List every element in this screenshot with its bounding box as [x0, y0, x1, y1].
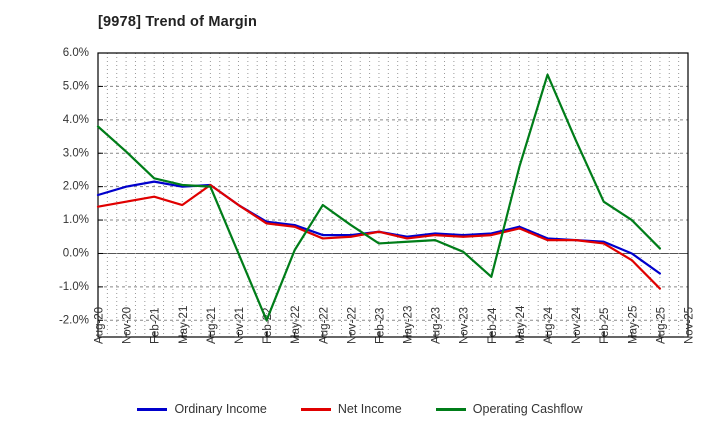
y-tick-label: 3.0% — [63, 147, 89, 159]
x-tick-label: Nov-21 — [234, 307, 246, 344]
series-line-ordinary-income — [96, 180, 662, 275]
x-tick-label: Feb-21 — [150, 308, 162, 344]
x-tick-label: Nov-25 — [684, 307, 696, 344]
x-tick-label: Nov-23 — [459, 307, 471, 344]
series-line-operating-cashflow — [96, 73, 662, 322]
y-tick-label: 6.0% — [63, 47, 89, 59]
series-line-net-income — [96, 183, 662, 290]
x-tick-label: Aug-24 — [543, 306, 555, 344]
x-tick-label: Nov-22 — [346, 307, 358, 344]
y-tick-label: -2.0% — [59, 314, 89, 326]
x-tick-label: May-21 — [178, 306, 190, 344]
x-tick-label: Aug-23 — [431, 307, 443, 344]
y-tick-label: 4.0% — [63, 114, 89, 126]
y-tick-label: 2.0% — [63, 181, 89, 193]
legend-item-label: Net Income — [337, 402, 402, 416]
legend-item-label: Ordinary Income — [174, 402, 267, 416]
y-tick-label: 0.0% — [63, 248, 89, 260]
x-tick-label: Nov-20 — [122, 307, 134, 344]
x-tick-label: May-23 — [403, 306, 415, 344]
legend-item[interactable]: Ordinary Income — [137, 402, 267, 416]
x-tick-label: Nov-24 — [571, 306, 583, 344]
y-tick-label: -1.0% — [59, 281, 89, 293]
grid-lines — [97, 52, 689, 337]
legend-swatch-icon — [137, 407, 168, 411]
x-axis: Aug-20 Nov-20 Feb-21 May-21 Aug-21 Nov-21 Feb-… — [94, 305, 696, 344]
y-tick-label: 1.0% — [63, 214, 89, 226]
legend-swatch-icon — [300, 407, 331, 411]
y-axis: 6.0% 5.0% 4.0% 3.0% 2.0% 1.0% 0.0% -1.0% -2.0% — [59, 47, 103, 326]
x-tick-label: Feb-23 — [374, 308, 386, 344]
x-tick-label: Aug-20 — [94, 307, 106, 344]
page-title: [9978] Trend of Margin — [98, 14, 258, 30]
legend-item-label: Operating Cashflow — [472, 402, 583, 416]
x-tick-label: Aug-22 — [318, 307, 330, 344]
x-tick-label: May-24 — [515, 305, 527, 344]
x-tick-label: May-25 — [627, 306, 639, 344]
x-tick-label: Feb-25 — [599, 308, 611, 344]
x-tick-label: Aug-21 — [206, 307, 218, 344]
legend-item[interactable]: Operating Cashflow — [435, 402, 583, 416]
x-tick-label: Aug-25 — [655, 307, 667, 344]
x-tick-label: Feb-24 — [487, 307, 499, 344]
chart-legend: Ordinary Income Net Income Operating Cashf… — [0, 402, 720, 416]
x-tick-label: May-22 — [290, 306, 302, 344]
series-group — [96, 73, 662, 322]
legend-swatch-icon — [435, 407, 466, 411]
y-tick-label: 5.0% — [63, 80, 89, 92]
legend-item[interactable]: Net Income — [300, 402, 402, 416]
